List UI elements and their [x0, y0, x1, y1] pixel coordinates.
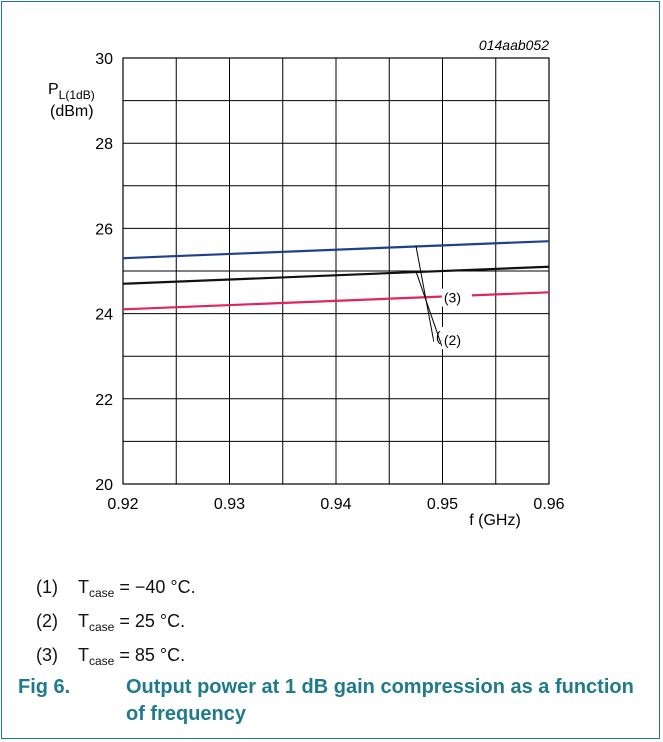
x-tick-label: 0.92	[107, 496, 138, 513]
x-tick-label: 0.95	[427, 496, 458, 513]
condition-notes: (1) Tcase = −40 °C. (2) Tcase = 25 °C. (3)…	[36, 570, 196, 672]
note-number: (1)	[36, 577, 58, 597]
note-2: (2) Tcase = 25 °C.	[36, 604, 196, 638]
chart-series	[122, 240, 550, 311]
annotation-leader	[415, 270, 443, 347]
note-subscript: case	[89, 620, 115, 634]
y-tick-label: 26	[95, 221, 113, 238]
y-tick-label: 30	[95, 51, 113, 68]
note-text: Tcase = 85 °C.	[78, 645, 186, 668]
annotation-leader	[415, 245, 435, 343]
note-subscript: case	[89, 586, 115, 600]
annotation-label: (3)	[444, 290, 461, 306]
chart-annotations: (1)(2)(3)	[415, 245, 472, 350]
note-1: (1) Tcase = −40 °C.	[36, 570, 196, 604]
x-axis-label: f (GHz)	[469, 512, 521, 529]
y-tick-label: 28	[95, 136, 113, 153]
note-3: (3) Tcase = 85 °C.	[36, 638, 196, 672]
x-tick-label: 0.96	[533, 496, 564, 513]
annotation-backing	[441, 288, 472, 307]
note-value: = 25 °C.	[119, 611, 186, 631]
y-axis-label: PL(1dB)	[48, 81, 95, 102]
figure-id: 014aab052	[479, 37, 549, 53]
x-tick-label: 0.94	[320, 496, 351, 513]
y-tick-label: 22	[95, 392, 113, 409]
y-axis-label-sub: L(1dB)	[59, 88, 95, 102]
figure-label: Fig 6.	[18, 676, 71, 698]
note-symbol: T	[78, 611, 89, 631]
y-tick-label: 20	[95, 477, 113, 494]
y-axis-label-main: P	[48, 81, 59, 98]
note-text: Tcase = 25 °C.	[78, 611, 186, 634]
chart-grid	[123, 58, 549, 484]
annotation-backing	[441, 331, 472, 350]
series-line	[122, 291, 550, 311]
annotation-label: (2)	[444, 332, 461, 348]
note-subscript: case	[89, 654, 115, 668]
note-text: Tcase = −40 °C.	[78, 577, 196, 600]
figure-title: Output power at 1 dB gain compression as…	[126, 676, 634, 725]
note-number: (3)	[36, 645, 58, 665]
y-axis-unit: (dBm)	[50, 103, 94, 120]
note-symbol: T	[78, 577, 89, 597]
note-symbol: T	[78, 645, 89, 665]
note-value: = 85 °C.	[119, 645, 186, 665]
series-line	[122, 265, 550, 285]
series-line	[122, 240, 550, 260]
plot-border	[122, 57, 550, 485]
note-number: (2)	[36, 611, 58, 631]
chart-ticks: 0.92 0.93 0.94 0.95 0.96 20 22 24 26 28 30	[95, 51, 564, 513]
x-tick-label: 0.93	[214, 496, 245, 513]
y-tick-label: 24	[95, 307, 113, 324]
note-value: = −40 °C.	[119, 577, 196, 597]
